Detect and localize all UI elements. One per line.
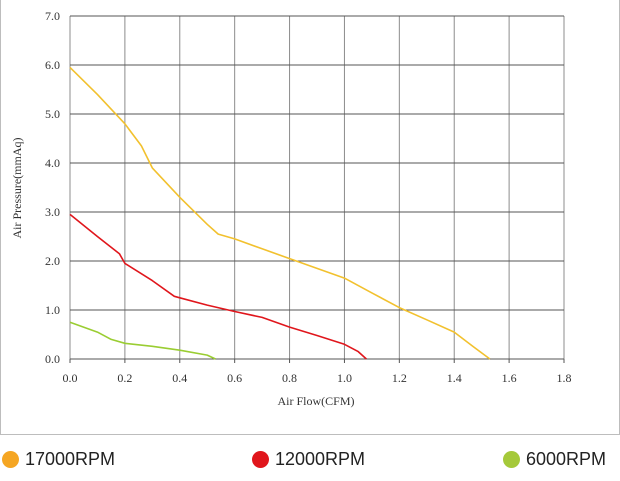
legend-item-6000rpm: 6000RPM bbox=[503, 449, 606, 470]
series-lines bbox=[69, 66, 491, 360]
x-tick-label-2: 0.4 bbox=[172, 371, 187, 385]
x-tick-label-0: 0.0 bbox=[63, 371, 78, 385]
x-tick-label-3: 0.6 bbox=[227, 371, 242, 385]
legend-label-17000rpm: 17000RPM bbox=[25, 449, 116, 469]
y-axis-ticks: 0.0 1.0 2.0 3.0 4.0 5.0 6.0 7.0 bbox=[45, 9, 60, 366]
y-tick-label-5: 5.0 bbox=[45, 107, 60, 121]
x-tick-label-4: 0.8 bbox=[282, 371, 297, 385]
legend-item-17000rpm: 17000RPM bbox=[2, 449, 115, 470]
y-tick-label-2: 2.0 bbox=[45, 254, 60, 268]
legend-label-12000rpm: 12000RPM bbox=[275, 449, 366, 469]
x-tick-label-1: 0.2 bbox=[117, 371, 132, 385]
y-tick-label-3: 3.0 bbox=[45, 205, 60, 219]
x-tick-label-6: 1.2 bbox=[392, 371, 407, 385]
performance-curve-chart: 0.0 0.2 0.4 0.6 0.8 1.0 1.2 1.4 1.6 1.8 0.0 1.0 2.0… bbox=[10, 9, 572, 408]
grid bbox=[69, 15, 565, 363]
x-axis-ticks: 0.0 0.2 0.4 0.6 0.8 1.0 1.2 1.4 1.6 1.8 bbox=[63, 371, 572, 385]
x-tick-label-5: 1.0 bbox=[337, 371, 352, 385]
legend-dot-12000rpm bbox=[252, 451, 269, 468]
legend-item-12000rpm: 12000RPM bbox=[252, 449, 365, 470]
x-tick-label-9: 1.8 bbox=[557, 371, 572, 385]
x-tick-label-7: 1.4 bbox=[447, 371, 462, 385]
series-line-17000rpm bbox=[69, 66, 491, 360]
legend-dot-17000rpm bbox=[2, 451, 19, 468]
x-tick-label-8: 1.6 bbox=[502, 371, 517, 385]
y-tick-label-6: 6.0 bbox=[45, 58, 60, 72]
y-tick-label-4: 4.0 bbox=[45, 156, 60, 170]
legend-dot-6000rpm bbox=[503, 451, 520, 468]
y-tick-label-7: 7.0 bbox=[45, 9, 60, 23]
chart-frame: 0.0 0.2 0.4 0.6 0.8 1.0 1.2 1.4 1.6 1.8 0.0 1.0 2.0… bbox=[0, 0, 620, 435]
y-tick-label-1: 1.0 bbox=[45, 303, 60, 317]
y-tick-label-0: 0.0 bbox=[45, 352, 60, 366]
legend-label-6000rpm: 6000RPM bbox=[526, 449, 607, 469]
y-axis-label: Air Pressure(mmAq) bbox=[10, 138, 24, 239]
x-axis-label: Air Flow(CFM) bbox=[277, 394, 354, 408]
series-line-6000rpm bbox=[69, 321, 216, 360]
legend: 17000RPM 12000RPM 6000RPM bbox=[0, 449, 620, 477]
series-line-12000rpm bbox=[69, 213, 367, 360]
